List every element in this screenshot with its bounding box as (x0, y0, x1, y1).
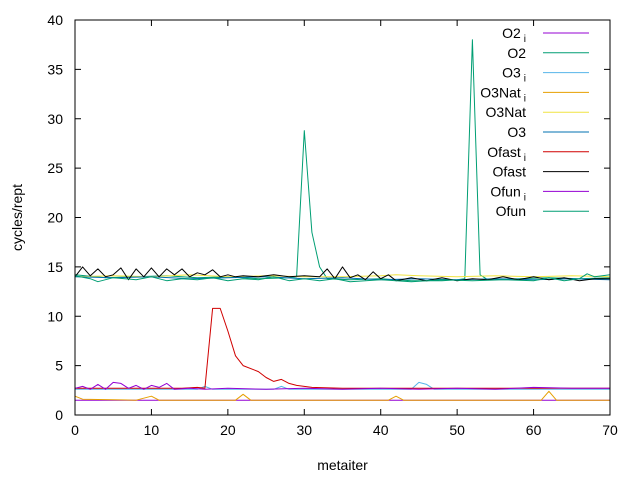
legend-label-main: O3Nat (486, 104, 527, 120)
legend-label-main: Ofun (496, 203, 526, 219)
y-tick-label: 40 (47, 12, 63, 28)
legend-label-main: Ofast (493, 164, 527, 180)
legend-label-subscript: i (524, 74, 526, 85)
series-line-o3nat-i (74, 390, 610, 401)
x-tick-label: 60 (526, 422, 542, 438)
legend-label-o3nat-i: O3Nat i (480, 84, 526, 104)
legend-label-o2-i: O2 i (502, 25, 526, 45)
legend-label-subscript: i (524, 153, 526, 164)
legend-label-main: O2 (507, 45, 526, 61)
series-line-o3nat (74, 274, 611, 278)
y-tick-label: 0 (55, 407, 63, 423)
legend-label-o3nat: O3Nat (486, 104, 527, 120)
legend-label-main: O3 (502, 65, 521, 81)
series-line-ofast-i (75, 307, 610, 389)
y-tick-label: 35 (47, 61, 63, 77)
series-line-ofun-i (74, 381, 610, 390)
legend-label-main: O3 (507, 124, 526, 140)
legend-label-ofun: Ofun (496, 203, 526, 219)
series-line-o3-i (75, 381, 610, 390)
y-tick-label: 10 (47, 308, 63, 324)
legend-label-ofast-i: Ofast i (487, 144, 526, 164)
legend-label-subscript: i (524, 192, 526, 203)
legend-label-o3: O3 (507, 124, 526, 140)
y-tick-label: 25 (47, 160, 63, 176)
legend-label-main: Ofun (490, 183, 520, 199)
legend-label-main: O3Nat (480, 84, 521, 100)
x-tick-label: 40 (373, 422, 389, 438)
legend-label-subscript: i (524, 93, 526, 104)
legend-label-main: O2 (502, 25, 521, 41)
y-tick-label: 5 (55, 358, 63, 374)
x-tick-label: 70 (602, 422, 618, 438)
legend-label-ofun-i: Ofun i (490, 183, 526, 203)
series-line-ofun (74, 273, 611, 283)
x-axis-label: metaiter (317, 457, 368, 473)
y-tick-label: 15 (47, 259, 63, 275)
legend-label-subscript: i (524, 34, 526, 45)
legend-label-o2: O2 (507, 45, 526, 61)
y-tick-label: 20 (47, 210, 63, 226)
series-line-ofast (74, 266, 610, 282)
legend-label-o3-i: O3 i (502, 65, 526, 85)
x-tick-label: 50 (449, 422, 465, 438)
x-tick-label: 30 (296, 422, 312, 438)
tick-layer: 0 10 20 30 40 50 60 70 0 5 10 15 20 25 30 35 40 (47, 12, 618, 438)
series-layer (74, 39, 611, 401)
x-tick-label: 0 (71, 422, 79, 438)
legend-label-ofast: Ofast (493, 164, 527, 180)
legend-label-main: Ofast (487, 144, 521, 160)
x-tick-label: 20 (220, 422, 236, 438)
x-tick-label: 10 (144, 422, 160, 438)
y-tick-label: 30 (47, 111, 63, 127)
y-axis-label: cycles/rept (9, 184, 25, 251)
